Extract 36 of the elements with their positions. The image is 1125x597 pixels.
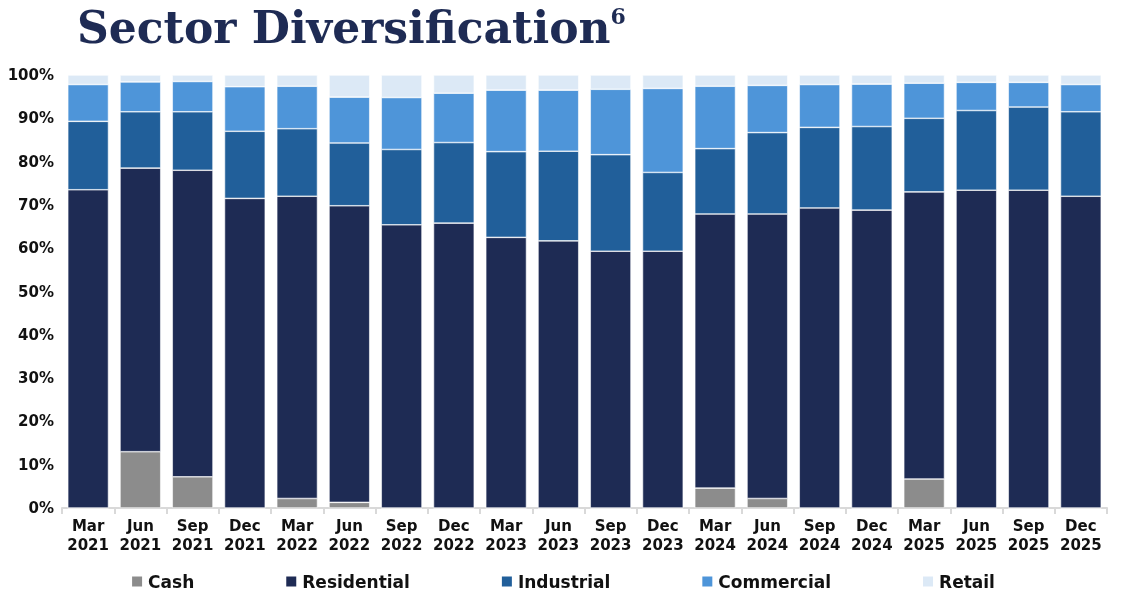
y-tick-label: 10% <box>18 455 54 474</box>
y-tick-label: 0% <box>28 499 54 517</box>
y-tick-label: 80% <box>18 152 54 171</box>
legend-label: Commercial <box>718 571 832 592</box>
x-tick-label: Dec 2024 <box>851 516 893 554</box>
x-tick-label: Dec 2023 <box>642 516 684 554</box>
x-tick-label: Dec 2021 <box>224 516 266 554</box>
x-tick-label: Sep 2024 <box>798 516 841 554</box>
legend-label: Retail <box>939 571 995 592</box>
x-tick-label: Mar 2024 <box>694 516 736 554</box>
x-tick-label: Mar 2021 <box>67 516 109 554</box>
x-tick-label: Dec 2025 <box>1060 516 1102 554</box>
x-tick-label: Jun 2021 <box>119 516 162 554</box>
x-tick-label: Mar 2023 <box>485 516 527 554</box>
x-tick-label: Sep 2025 <box>1007 516 1050 554</box>
y-tick-label: 40% <box>18 325 54 344</box>
y-tick-label: 70% <box>18 195 54 214</box>
y-tick-label: 30% <box>18 369 54 388</box>
x-tick-label: Mar 2022 <box>276 516 318 554</box>
x-tick-label: Jun 2024 <box>746 516 789 554</box>
x-tick-label: Jun 2023 <box>537 516 580 554</box>
x-tick-label: Jun 2025 <box>955 516 998 554</box>
x-tick-label: Mar 2025 <box>903 516 945 554</box>
x-tick-label: Sep 2023 <box>589 516 632 554</box>
y-tick-label: 20% <box>18 412 54 431</box>
y-tick-label: 90% <box>18 109 54 128</box>
legend-label: Industrial <box>517 571 611 592</box>
y-tick-label: 50% <box>18 282 54 301</box>
legend-label: Cash <box>148 571 195 592</box>
x-tick-label: Dec 2022 <box>433 516 475 554</box>
x-tick-label: Sep 2022 <box>380 516 423 554</box>
y-tick-label: 60% <box>18 239 54 258</box>
x-tick-label: Sep 2021 <box>171 516 214 554</box>
legend-label: Residential <box>302 571 410 592</box>
y-tick-label: 100% <box>7 66 54 84</box>
x-tick-label: Jun 2022 <box>328 516 371 554</box>
